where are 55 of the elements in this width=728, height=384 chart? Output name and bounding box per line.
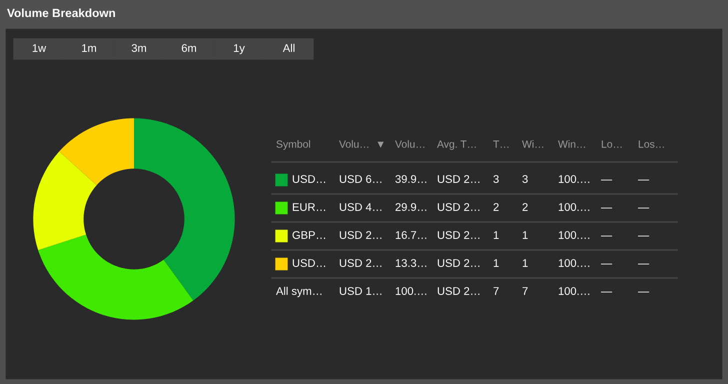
text: 100.… <box>558 259 590 267</box>
text: 7 <box>522 287 528 295</box>
chart-title: Volume Breakdown <box>7 8 115 18</box>
text: 1 <box>522 259 528 267</box>
text: 2 <box>494 203 499 211</box>
text: All <box>282 44 294 52</box>
data-label: 29.9… <box>396 203 426 211</box>
text: 3 <box>522 175 528 183</box>
text: Avg. T… <box>437 140 476 150</box>
text: 100.… <box>558 231 590 239</box>
text: 3m <box>132 44 146 52</box>
legend-label: EUR… <box>292 203 326 211</box>
text: Win… <box>558 140 585 148</box>
text: Symbol <box>276 140 310 150</box>
donut-slice <box>33 151 97 250</box>
text: 100.… <box>558 175 590 183</box>
text: 1 <box>494 259 499 267</box>
text: All sym… <box>276 286 322 298</box>
text: USD 6… <box>340 175 382 183</box>
text: Wi… <box>522 140 544 148</box>
donut-slice <box>38 234 194 320</box>
text: USD 2… <box>438 259 480 267</box>
text: 3 <box>493 175 499 183</box>
text: 1 <box>522 231 528 239</box>
text: 2 <box>522 203 528 211</box>
text: 1m <box>82 44 96 52</box>
donut-slice <box>59 118 134 186</box>
legend-label: GBP… <box>292 231 326 239</box>
text: Lo… <box>602 140 622 148</box>
text: 100.… <box>558 287 590 295</box>
text: 100.… <box>558 203 590 211</box>
data-label: 39.9… <box>395 175 426 183</box>
text: USD 2… <box>340 231 382 239</box>
text: 1 <box>494 231 499 239</box>
text: Volu… <box>395 140 424 148</box>
text: 1y <box>234 44 245 54</box>
donut-slice <box>134 118 235 301</box>
legend-label: USD… <box>292 175 326 183</box>
text: 1w <box>32 44 46 52</box>
text: USD 2… <box>340 259 382 267</box>
data-label: 13.3… <box>396 259 426 267</box>
text: T… <box>493 140 508 148</box>
text: 6m <box>182 44 196 52</box>
text: Volu… ▼ <box>339 140 384 148</box>
text: USD 2… <box>438 203 480 211</box>
text: 7 <box>494 287 499 295</box>
text: 100.… <box>396 287 426 295</box>
text: Los… <box>638 140 664 148</box>
data-label: 16.7… <box>396 231 426 239</box>
text: USD 1… <box>340 287 382 295</box>
legend-label: USD… <box>292 259 326 267</box>
text: USD 2… <box>438 231 480 239</box>
text: USD 2… <box>438 175 480 183</box>
text: USD 4… <box>340 203 382 211</box>
text: USD 2… <box>438 287 480 295</box>
